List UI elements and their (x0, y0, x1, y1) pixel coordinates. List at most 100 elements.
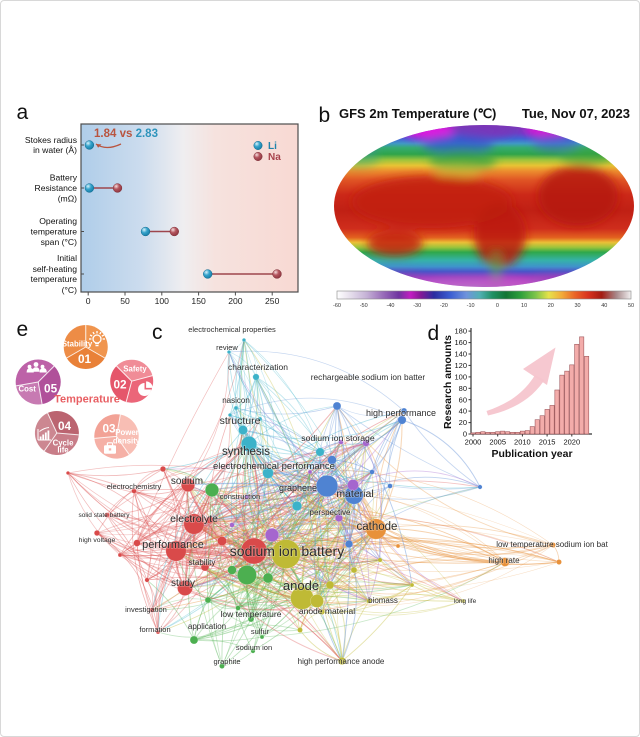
svg-text:Temperature: Temperature (54, 394, 120, 406)
svg-text:200: 200 (228, 296, 243, 306)
svg-text:Stokes radius: Stokes radius (25, 135, 77, 145)
svg-text:40: 40 (459, 407, 467, 416)
svg-text:0: 0 (496, 303, 499, 309)
svg-text:Cycle: Cycle (53, 439, 74, 448)
svg-text:synthesis: synthesis (222, 446, 270, 458)
svg-text:span (°C): span (°C) (41, 237, 78, 247)
svg-text:40: 40 (601, 303, 607, 309)
svg-text:02: 02 (113, 377, 127, 391)
svg-text:-40: -40 (387, 303, 395, 309)
svg-text:Initial: Initial (57, 253, 77, 263)
svg-text:Cost: Cost (19, 385, 37, 394)
svg-text:50: 50 (120, 296, 130, 306)
svg-text:100: 100 (155, 296, 170, 306)
svg-text:20: 20 (548, 303, 554, 309)
svg-text:2015: 2015 (539, 438, 556, 447)
svg-text:sodium ion battery: sodium ion battery (230, 543, 344, 559)
svg-text:20: 20 (459, 418, 467, 427)
svg-text:100: 100 (454, 373, 467, 382)
svg-text:electrochemical performance: electrochemical performance (213, 461, 335, 472)
svg-text:2010: 2010 (514, 438, 531, 447)
svg-text:high performance anode: high performance anode (298, 657, 385, 666)
svg-text:160: 160 (454, 338, 467, 347)
svg-text:Battery: Battery (50, 173, 78, 183)
svg-text:Publication year: Publication year (491, 448, 572, 460)
svg-text:investigation: investigation (125, 605, 167, 614)
svg-text:0: 0 (463, 430, 467, 439)
svg-text:04: 04 (58, 419, 72, 433)
svg-text:density: density (113, 437, 141, 446)
svg-text:perspective: perspective (310, 508, 351, 517)
svg-text:sodium ion storage: sodium ion storage (301, 433, 375, 443)
svg-text:sodium ion: sodium ion (236, 643, 272, 652)
svg-text:electrochemical properties: electrochemical properties (188, 325, 276, 334)
svg-text:temperature: temperature (31, 227, 78, 237)
svg-text:-10: -10 (467, 303, 475, 309)
svg-text:structure: structure (220, 415, 261, 427)
svg-text:2005: 2005 (489, 438, 506, 447)
svg-text:self-heating: self-heating (33, 264, 78, 274)
svg-text:study: study (171, 578, 195, 589)
svg-text:01: 01 (78, 352, 92, 366)
svg-text:characterization: characterization (228, 362, 288, 372)
svg-text:180: 180 (454, 327, 467, 336)
svg-text:formation: formation (139, 625, 170, 634)
svg-text:graphite: graphite (213, 657, 240, 666)
svg-text:construction: construction (220, 492, 260, 501)
svg-text:Stability: Stability (62, 340, 93, 349)
svg-text:electrochemistry: electrochemistry (107, 482, 162, 491)
svg-text:Resistance: Resistance (34, 183, 77, 193)
svg-text:review: review (216, 343, 238, 352)
svg-text:05: 05 (44, 382, 58, 396)
svg-text:(°C): (°C) (62, 285, 78, 295)
svg-text:rechargeable sodium ion batter: rechargeable sodium ion batter (311, 372, 426, 382)
svg-text:-60: -60 (333, 303, 341, 309)
svg-text:biomass: biomass (368, 596, 398, 605)
svg-text:stability: stability (189, 558, 216, 567)
svg-text:anode: anode (283, 578, 319, 593)
svg-text:high performance: high performance (366, 408, 436, 418)
svg-text:150: 150 (191, 296, 206, 306)
svg-text:Power: Power (115, 428, 138, 437)
svg-text:temperature: temperature (31, 274, 78, 284)
svg-text:10: 10 (521, 303, 527, 309)
svg-text:material: material (336, 488, 373, 500)
svg-text:03: 03 (102, 421, 116, 435)
svg-text:low temperature sodium ion bat: low temperature sodium ion bat (496, 540, 608, 549)
svg-text:-20: -20 (440, 303, 448, 309)
svg-text:graphene: graphene (279, 483, 317, 493)
svg-text:solid state battery: solid state battery (79, 512, 131, 519)
svg-text:-50: -50 (360, 303, 368, 309)
svg-text:120: 120 (454, 361, 467, 370)
svg-text:electrolyte: electrolyte (170, 513, 218, 525)
svg-text:(mΩ): (mΩ) (58, 194, 77, 204)
svg-text:80: 80 (459, 384, 467, 393)
svg-text:Na: Na (268, 152, 281, 163)
svg-text:60: 60 (459, 395, 467, 404)
svg-text:140: 140 (454, 350, 467, 359)
svg-text:life: life (57, 446, 69, 455)
svg-text:-30: -30 (413, 303, 421, 309)
svg-text:cathode: cathode (357, 521, 398, 533)
svg-text:GFS 2m Temperature (℃): GFS 2m Temperature (℃) (339, 106, 496, 121)
svg-text:2000: 2000 (465, 438, 482, 447)
svg-text:high rate: high rate (488, 556, 520, 565)
svg-text:nasicon: nasicon (222, 396, 250, 405)
svg-text:Tue, Nov 07, 2023: Tue, Nov 07, 2023 (522, 106, 630, 121)
svg-text:50: 50 (628, 303, 634, 309)
svg-text:Operating: Operating (39, 216, 77, 226)
svg-text:Li: Li (268, 141, 277, 152)
svg-text:Research amounts: Research amounts (442, 335, 454, 429)
svg-text:sulfur: sulfur (251, 627, 270, 636)
svg-text:30: 30 (574, 303, 580, 309)
svg-text:long life: long life (454, 598, 477, 605)
svg-text:low temperature: low temperature (221, 609, 282, 619)
svg-text:sodium: sodium (171, 476, 203, 487)
svg-text:performance: performance (142, 539, 204, 551)
svg-text:application: application (188, 622, 226, 631)
svg-text:anode material: anode material (299, 606, 355, 616)
svg-text:in water (Å): in water (Å) (33, 145, 77, 155)
svg-text:2020: 2020 (563, 438, 580, 447)
svg-text:0: 0 (86, 296, 91, 306)
svg-text:250: 250 (265, 296, 280, 306)
